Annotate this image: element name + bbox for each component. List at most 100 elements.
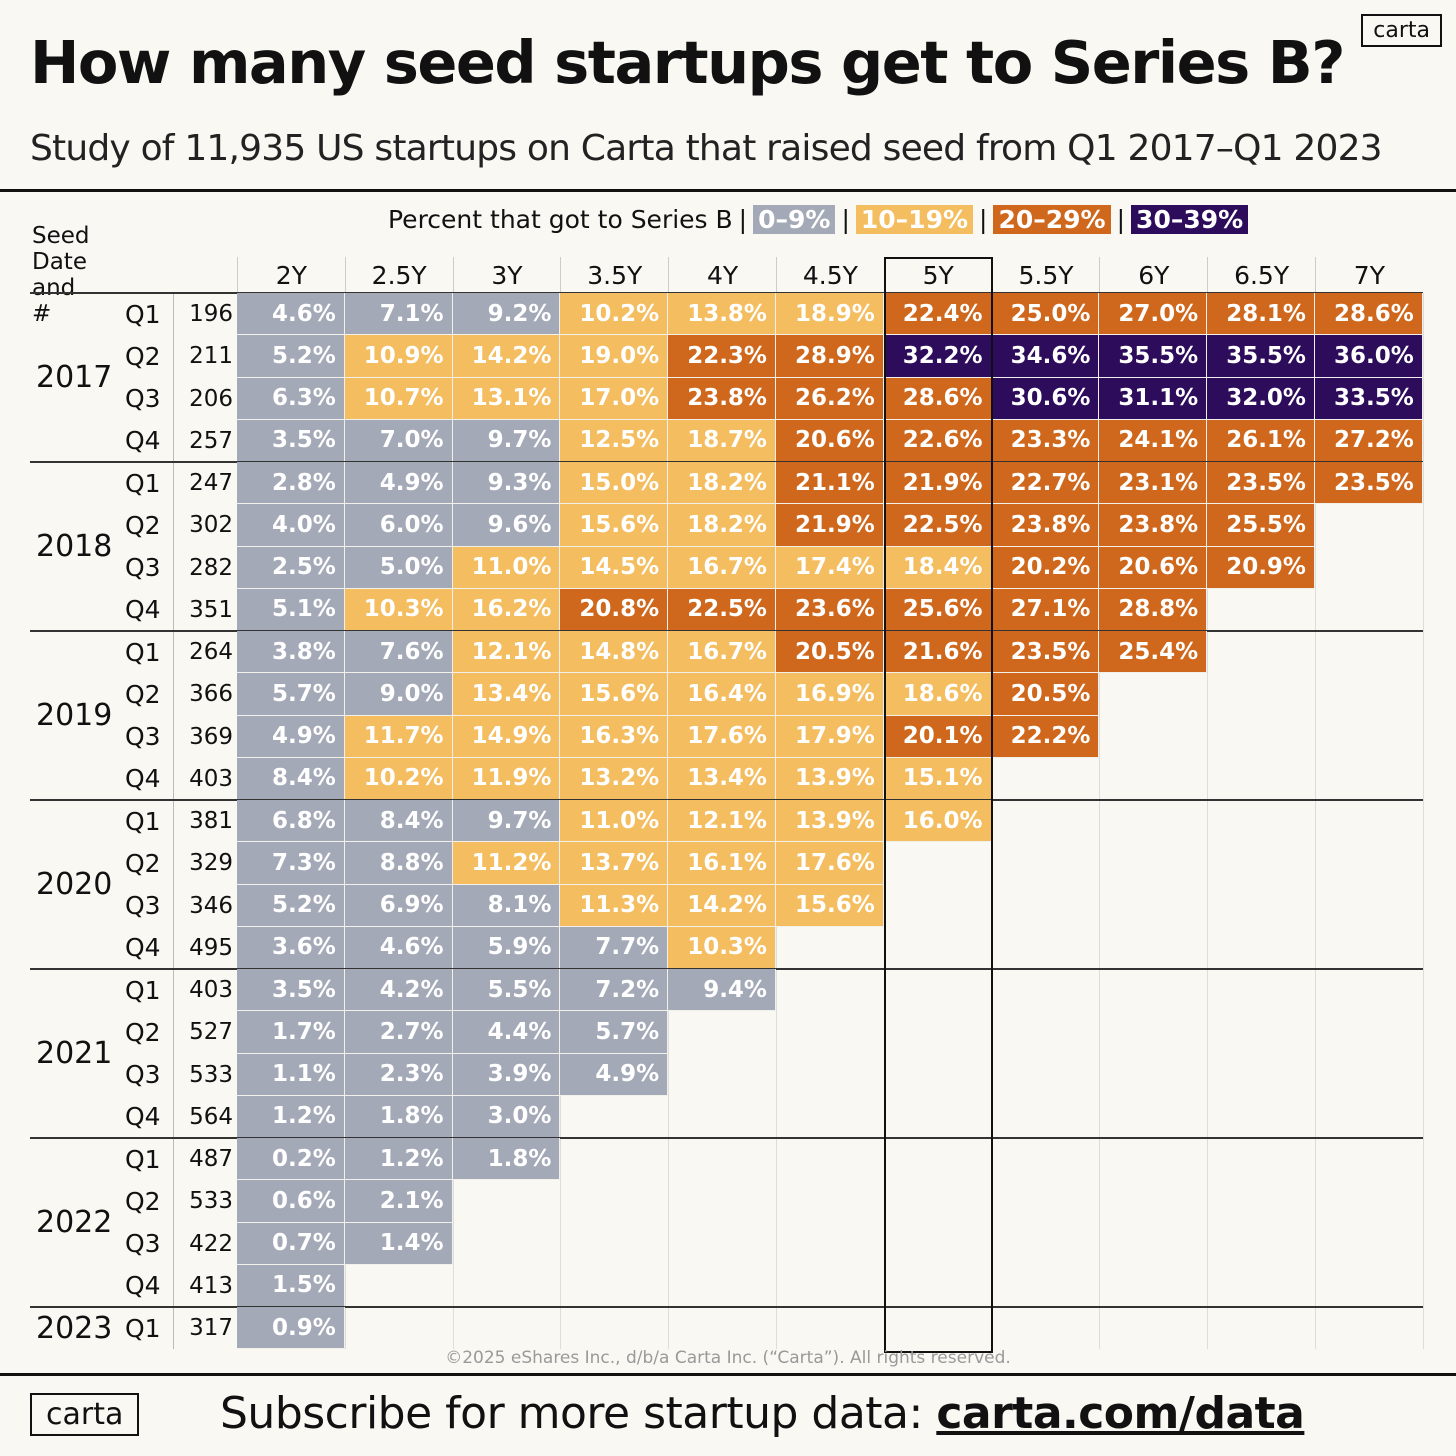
quarter-label: Q1 — [125, 1144, 161, 1174]
heatmap-cell: 5.0% — [344, 546, 453, 589]
legend-bin-1: 10–19% — [855, 205, 974, 234]
quarter-label: Q3 — [125, 1229, 161, 1259]
heatmap-cell: 10.2% — [344, 757, 453, 800]
heatmap-cell: 27.1% — [991, 588, 1100, 631]
heatmap-cell: 9.7% — [452, 800, 561, 843]
heatmap-cell: 5.1% — [237, 588, 345, 631]
heatmap-cell: 20.1% — [883, 715, 992, 758]
heatmap-cell: 4.0% — [237, 504, 345, 547]
heatmap-cell: 4.9% — [560, 1053, 669, 1096]
quarter-label: Q2 — [125, 510, 161, 540]
quarter-label: Q2 — [125, 679, 161, 709]
heatmap-cell: 1.7% — [237, 1011, 345, 1054]
heatmap-cell: 2.7% — [344, 1011, 453, 1054]
heatmap-cell: 22.5% — [883, 504, 992, 547]
quarter-label: Q2 — [125, 1186, 161, 1216]
column-header: 4.5Y — [776, 257, 884, 293]
seed-count: 381 — [189, 808, 233, 835]
heatmap-cell: 16.2% — [452, 588, 561, 631]
heatmap-cell: 15.6% — [776, 884, 884, 927]
heatmap-cell: 28.8% — [1099, 588, 1208, 631]
heatmap-cell: 19.0% — [560, 335, 669, 378]
heatmap-cell: 9.4% — [668, 969, 776, 1012]
year-separator — [30, 630, 1423, 632]
heatmap-cell: 22.7% — [991, 462, 1100, 505]
quarter-label: Q1 — [125, 806, 161, 836]
heatmap-cell: 18.2% — [668, 462, 776, 505]
heatmap-cell: 1.2% — [237, 1095, 345, 1138]
heatmap-cell: 10.9% — [344, 335, 453, 378]
heatmap-cell: 16.1% — [668, 842, 776, 885]
heatmap-cell: 28.6% — [1315, 293, 1423, 336]
heatmap-cell: 5.9% — [452, 926, 561, 969]
heatmap-cell: 0.2% — [237, 1138, 345, 1181]
heatmap-cell: 1.2% — [344, 1138, 453, 1181]
heatmap-cell: 27.0% — [1099, 293, 1208, 336]
seed-count: 533 — [189, 1188, 233, 1215]
heatmap-cell: 10.2% — [560, 293, 669, 336]
heatmap-cell: 1.5% — [237, 1264, 345, 1307]
heatmap-cell: 31.1% — [1099, 377, 1208, 420]
column-header: 2.5Y — [344, 257, 453, 293]
heatmap-cell: 18.2% — [668, 504, 776, 547]
heatmap-cell: 21.1% — [776, 462, 884, 505]
heatmap-cell: 2.5% — [237, 546, 345, 589]
heatmap-cell: 13.9% — [776, 800, 884, 843]
heatmap-cell: 5.2% — [237, 884, 345, 927]
heatmap-cell: 33.5% — [1315, 377, 1423, 420]
quarter-label: Q1 — [125, 299, 161, 329]
heatmap-cell: 3.5% — [237, 969, 345, 1012]
seed-count: 527 — [189, 1019, 233, 1046]
heatmap-cell: 23.3% — [991, 419, 1100, 462]
heatmap-cell: 14.2% — [452, 335, 561, 378]
heatmap-cell: 13.1% — [452, 377, 561, 420]
column-header: 6Y — [1099, 257, 1207, 293]
heatmap-cell: 5.2% — [237, 335, 345, 378]
heatmap-cell: 3.6% — [237, 926, 345, 969]
heatmap-cell: 15.0% — [560, 462, 669, 505]
seed-count: 282 — [189, 554, 233, 581]
seed-count: 329 — [189, 850, 233, 877]
heatmap-cell: 34.6% — [991, 335, 1100, 378]
year-label: 2019 — [36, 698, 113, 733]
seed-count: 264 — [189, 639, 233, 666]
page-title: How many seed startups get to Series B? — [30, 28, 1345, 97]
heatmap-cell: 25.6% — [883, 588, 992, 631]
heatmap-cell: 11.9% — [452, 757, 561, 800]
heatmap-cell: 35.5% — [1099, 335, 1208, 378]
quarter-label: Q3 — [125, 1060, 161, 1090]
heatmap-cell: 26.1% — [1207, 419, 1315, 462]
seed-count: 495 — [189, 934, 233, 961]
heatmap-cell: 2.1% — [344, 1180, 453, 1223]
heatmap-cell: 17.0% — [560, 377, 669, 420]
subscribe-label: Subscribe for more startup data: — [220, 1388, 937, 1439]
seed-count: 487 — [189, 1146, 233, 1173]
seed-count: 422 — [189, 1230, 233, 1257]
page-subtitle: Study of 11,935 US startups on Carta tha… — [30, 128, 1383, 169]
seed-count: 247 — [189, 470, 233, 497]
heatmap-cell: 17.4% — [776, 546, 884, 589]
heatmap-cell: 23.6% — [776, 588, 884, 631]
heatmap-cell: 4.6% — [344, 926, 453, 969]
heatmap-cell: 5.7% — [560, 1011, 669, 1054]
subscribe-link[interactable]: carta.com/data — [936, 1388, 1305, 1439]
heatmap-cell: 2.8% — [237, 462, 345, 505]
heatmap-cell: 1.8% — [452, 1138, 561, 1181]
quarter-label: Q4 — [125, 426, 161, 456]
heatmap-cell: 16.3% — [560, 715, 669, 758]
heatmap-cell: 8.8% — [344, 842, 453, 885]
heatmap-cell: 7.7% — [560, 926, 669, 969]
heatmap-cell: 3.9% — [452, 1053, 561, 1096]
column-header: 5.5Y — [991, 257, 1100, 293]
legend-bin-2: 20–29% — [993, 205, 1111, 234]
legend-bin-3: 30–39% — [1131, 205, 1249, 234]
heatmap-cell: 6.8% — [237, 800, 345, 843]
heatmap-cell: 23.5% — [1207, 462, 1315, 505]
grid-line — [1099, 293, 1101, 1350]
heatmap-cell: 8.4% — [344, 800, 453, 843]
heatmap-cell: 25.0% — [991, 293, 1100, 336]
quarter-label: Q3 — [125, 891, 161, 921]
heatmap-cell: 21.6% — [883, 631, 992, 674]
heatmap-cell: 13.4% — [668, 757, 776, 800]
heatmap-cell: 10.3% — [668, 926, 776, 969]
